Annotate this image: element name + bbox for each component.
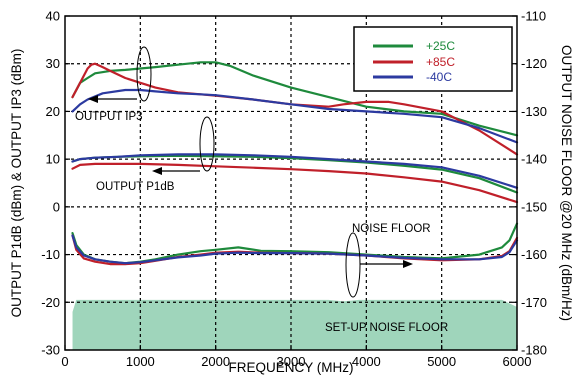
x-tick-label-4: 4000 (352, 354, 381, 369)
legend-label-plus25: +25C (426, 39, 455, 53)
ip3-arrow-head (88, 95, 98, 103)
series-line-output-ip3-2 (71, 88, 519, 144)
p1db-ellipse (199, 116, 215, 172)
series-line-output-p1db-2 (71, 153, 519, 189)
y-tick-label-right-7: -110 (521, 9, 546, 24)
y-tick-label-right-0: -180 (521, 343, 547, 358)
ip3-ellipse (136, 46, 152, 102)
x-tick-label-5: 5000 (427, 354, 456, 369)
y-tick-label-left-1: -20 (41, 295, 60, 310)
y-tick-label-right-5: -130 (521, 104, 547, 119)
y-tick-label-left-2: -10 (41, 247, 60, 262)
x-axis-title: FREQUENCY (MHz) (228, 360, 353, 375)
y-tick-label-right-1: -170 (521, 295, 547, 310)
series-group (71, 61, 519, 266)
series-line-noise-floor-2 (71, 234, 519, 265)
x-tick-label-0: 0 (61, 354, 68, 369)
y-tick-label-left-5: 20 (46, 104, 60, 119)
y-tick-label-left-4: 10 (46, 152, 60, 167)
annotation-setup-noise-floor: SET-UP NOISE FLOOR (325, 322, 448, 334)
y-tick-label-right-4: -140 (521, 152, 547, 167)
series-line-output-ip3-0 (71, 61, 519, 137)
ticks: 0 1000 2000 3000 4000 5000 6000 -30 -20 -10 0 10 20 3… (41, 9, 547, 370)
y-tick-label-right-2: -160 (521, 247, 547, 262)
x-tick-label-1: 1000 (126, 354, 155, 369)
annotation-noise-floor: NOISE FLOOR (352, 223, 431, 235)
y-tick-label-right-6: -120 (521, 56, 547, 71)
legend-label-minus40: -40C (426, 70, 452, 84)
y-tick-label-right-3: -150 (521, 199, 547, 214)
series-line-output-p1db-1 (71, 162, 519, 204)
y-axis-title-right: OUTPUT NOISE FLOOR @20 MHz (dBm/Hz) (559, 45, 574, 321)
y-tick-label-left-7: 40 (46, 9, 60, 24)
legend-box (353, 26, 513, 92)
annotations: OUTPUT IP3 OUTPUT P1dB NOISE FLOOR SET-U… (75, 46, 448, 334)
legend-label-plus85: +85C (426, 55, 455, 69)
y-tick-label-left-6: 30 (46, 56, 60, 71)
x-tick-label-3: 3000 (277, 354, 306, 369)
annotation-output-p1db: OUTPUT P1dB (96, 181, 175, 193)
p1db-arrow-head (152, 167, 162, 175)
setup-noise-floor-area (72, 299, 518, 350)
noise-floor-ellipse (345, 232, 361, 298)
x-tick-label-2: 2000 (201, 354, 230, 369)
annotation-output-ip3: OUTPUT IP3 (75, 111, 143, 123)
y-tick-label-left-0: -30 (41, 343, 60, 358)
y-axis-title-left: OUTPUT P1dB (dBm) & OUTPUT IP3 (dBm) (9, 49, 24, 318)
y-tick-label-left-3: 0 (53, 199, 60, 214)
x-tick-label-6: 6000 (503, 354, 532, 369)
legend: +25C +85C -40C (353, 26, 513, 92)
noise-floor-arrow-head (403, 260, 413, 268)
